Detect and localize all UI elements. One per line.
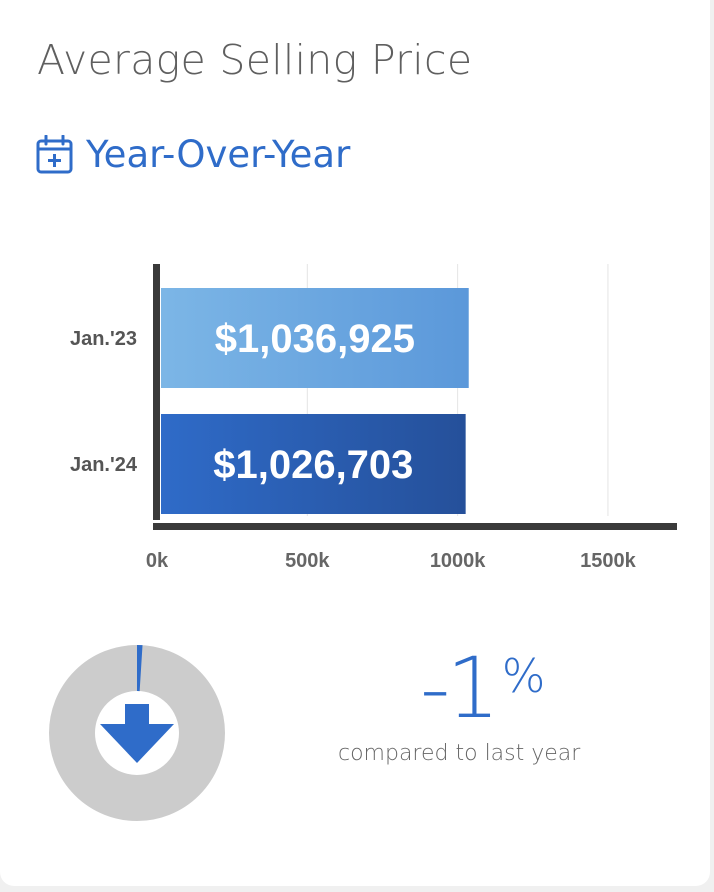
year-over-year-label: Year-Over-Year <box>86 133 351 176</box>
bar-1 <box>161 414 466 514</box>
calendar-plus-icon <box>36 134 74 175</box>
category-label: Jan.'23 <box>70 328 137 350</box>
arrow-down-icon <box>100 704 174 763</box>
comparison-caption: compared to last year <box>338 741 581 766</box>
x-axis-line <box>153 523 677 530</box>
selling-price-bar-chart: 0k 500k 1000k 1500k $1,036,925 Jan.'23 $1,026,… <box>70 264 677 572</box>
percent-sign: - <box>420 639 450 737</box>
category-label: Jan.'24 <box>70 454 138 476</box>
percent-value: 1 <box>446 639 499 737</box>
x-tick-label: 500k <box>285 550 330 572</box>
bar-0 <box>161 288 469 388</box>
percent-change: - 1 % <box>420 646 545 730</box>
year-over-year-header: Year-Over-Year <box>36 133 350 176</box>
page-title: Average Selling Price <box>37 36 473 84</box>
percent-symbol: % <box>501 649 546 703</box>
x-tick-label: 1000k <box>430 550 486 572</box>
bar-data-label: $1,026,703 <box>213 443 413 487</box>
x-tick-label: 1500k <box>580 550 636 572</box>
bar-data-label: $1,036,925 <box>215 317 415 361</box>
x-tick-label: 0k <box>146 550 169 572</box>
y-axis-line <box>153 264 160 520</box>
change-gauge <box>49 645 225 821</box>
